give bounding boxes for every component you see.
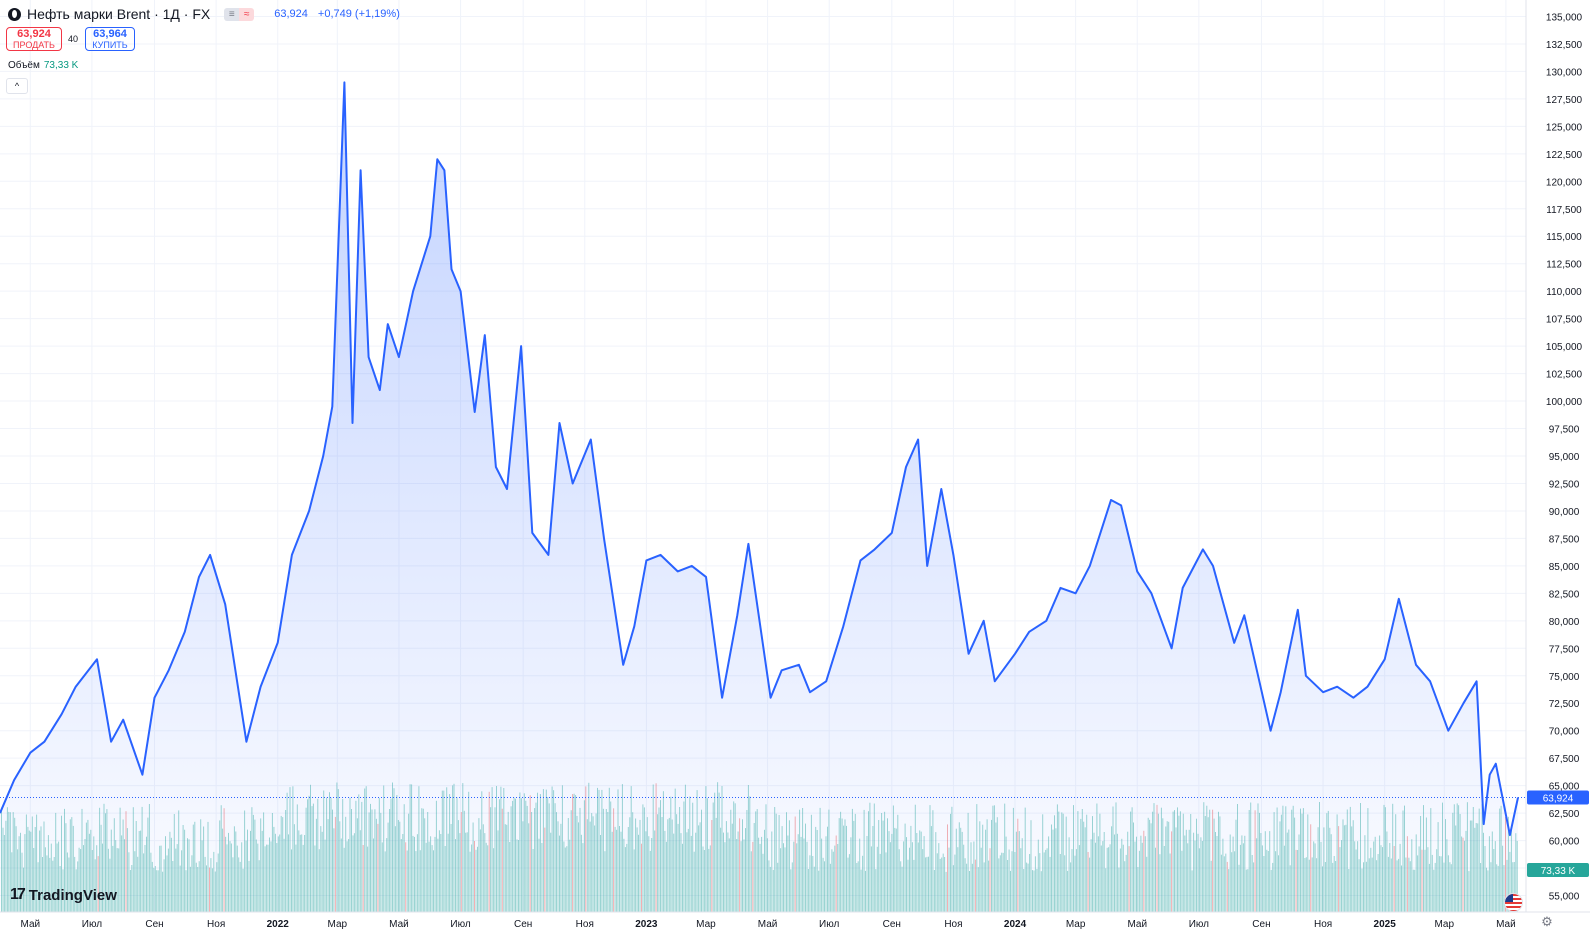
y-tick-label: 102,500 bbox=[1546, 370, 1583, 381]
y-tick-label: 95,000 bbox=[1549, 452, 1580, 463]
status-flags: ≡ ≈ bbox=[224, 7, 255, 21]
x-tick-label: Ноя bbox=[944, 919, 962, 930]
price-change: +0,749 (+1,19%) bbox=[317, 8, 400, 20]
x-tick-label: Мар bbox=[1066, 919, 1086, 930]
x-tick-label: Май bbox=[389, 919, 409, 930]
y-tick-label: 55,000 bbox=[1549, 892, 1580, 903]
volume-badge: 73,33 K bbox=[1541, 866, 1576, 877]
volume-value: 73,33 K bbox=[43, 60, 79, 71]
buy-button[interactable]: 63,964 КУПИТЬ bbox=[85, 27, 135, 51]
y-tick-label: 60,000 bbox=[1549, 837, 1580, 848]
y-tick-label: 97,500 bbox=[1549, 425, 1580, 436]
market-status-badge[interactable]: ≡ bbox=[224, 7, 240, 21]
y-tick-label: 127,500 bbox=[1546, 95, 1583, 106]
x-tick-label: Сен bbox=[883, 919, 901, 930]
y-tick-label: 120,000 bbox=[1546, 177, 1583, 188]
y-tick-label: 125,000 bbox=[1546, 122, 1583, 133]
x-tick-label: Июл bbox=[1189, 919, 1209, 930]
last-price-badge-bg bbox=[1527, 790, 1589, 805]
x-tick-label: Май bbox=[758, 919, 778, 930]
y-tick-label: 130,000 bbox=[1546, 67, 1583, 78]
y-tick-label: 67,500 bbox=[1549, 754, 1580, 765]
x-tick-label: Мар bbox=[696, 919, 716, 930]
y-tick-label: 90,000 bbox=[1549, 507, 1580, 518]
y-tick-label: 70,000 bbox=[1549, 727, 1580, 738]
chart-legend-header: Нефть марки Brent · 1Д · FX ≡ ≈ 63,924 +… bbox=[8, 5, 400, 23]
instrument-title[interactable]: Нефть марки Brent · 1Д · FX bbox=[27, 6, 211, 22]
x-tick-label: Июл bbox=[450, 919, 470, 930]
y-tick-label: 75,000 bbox=[1549, 672, 1580, 683]
x-tick-label: 2025 bbox=[1374, 919, 1397, 930]
y-tick-label: 65,000 bbox=[1549, 782, 1580, 793]
y-tick-label: 117,500 bbox=[1546, 205, 1582, 216]
sell-price: 63,924 bbox=[17, 28, 51, 40]
y-tick-label: 80,000 bbox=[1549, 617, 1580, 628]
x-tick-label: 2024 bbox=[1004, 919, 1027, 930]
x-tick-label: Сен bbox=[145, 919, 163, 930]
y-tick-label: 135,000 bbox=[1546, 12, 1583, 23]
x-tick-label: 2023 bbox=[635, 919, 658, 930]
y-tick-label: 115,000 bbox=[1546, 232, 1582, 243]
y-tick-label: 110,000 bbox=[1546, 287, 1582, 298]
y-tick-label: 107,500 bbox=[1546, 315, 1583, 326]
x-tick-label: Сен bbox=[514, 919, 532, 930]
y-tick-label: 77,500 bbox=[1549, 644, 1580, 655]
volume-label: Объём bbox=[8, 60, 40, 71]
volume-badge-bg bbox=[1527, 863, 1589, 877]
price-axis[interactable]: 135,000 132,500 130,000 127,500 125,000 122,5… bbox=[1525, 0, 1590, 945]
sell-button[interactable]: 63,924 ПРОДАТЬ bbox=[6, 27, 62, 51]
volume-legend[interactable]: Объём 73,33 K bbox=[8, 60, 78, 71]
x-tick-label: Июл bbox=[82, 919, 102, 930]
y-tick-label: 100,000 bbox=[1546, 397, 1583, 408]
y-tick-label: 85,000 bbox=[1549, 562, 1580, 573]
x-tick-label: Май bbox=[1127, 919, 1147, 930]
tradingview-mark-icon: 17 bbox=[10, 886, 26, 903]
y-tick-label: 92,500 bbox=[1549, 479, 1580, 490]
price-axis-bg bbox=[1526, 0, 1590, 945]
last-price: 63,924 bbox=[274, 8, 308, 20]
buy-price: 63,964 bbox=[93, 28, 127, 40]
y-tick-label: 105,000 bbox=[1546, 342, 1583, 353]
y-tick-label: 122,500 bbox=[1546, 150, 1583, 161]
spread-value: 40 bbox=[68, 34, 79, 44]
last-price-badge: 63,924 bbox=[1543, 793, 1574, 804]
x-tick-label: 2022 bbox=[267, 919, 290, 930]
time-axis[interactable]: Май Июл Сен Ноя 2022 Мар Май Июл Сен Ноя 2023 Мар Ма… bbox=[0, 911, 1590, 930]
x-tick-label: Ноя bbox=[576, 919, 594, 930]
collapse-icon[interactable]: ^ bbox=[6, 78, 28, 94]
x-tick-label: Ноя bbox=[207, 919, 225, 930]
delayed-data-badge[interactable]: ≈ bbox=[239, 7, 255, 21]
x-tick-label: Мар bbox=[1434, 919, 1454, 930]
x-tick-label: Сен bbox=[1252, 919, 1270, 930]
x-tick-label: Июл bbox=[819, 919, 839, 930]
instrument-logo-icon bbox=[8, 7, 21, 21]
tradingview-logo[interactable]: 17 TradingView bbox=[10, 886, 117, 904]
x-tick-label: Май bbox=[21, 919, 41, 930]
y-tick-label: 62,500 bbox=[1549, 809, 1580, 820]
y-tick-label: 132,500 bbox=[1546, 40, 1583, 51]
y-tick-label: 112,500 bbox=[1546, 260, 1582, 271]
axis-badges: 63,924 73,33 K bbox=[1527, 790, 1589, 877]
y-tick-label: 82,500 bbox=[1549, 589, 1580, 600]
us-flag-icon[interactable] bbox=[1504, 893, 1523, 912]
price-series-line bbox=[0, 81, 1519, 837]
settings-icon[interactable]: ⚙ bbox=[1541, 914, 1553, 929]
buy-label: КУПИТЬ bbox=[92, 40, 128, 50]
x-tick-label: Ноя bbox=[1314, 919, 1332, 930]
x-tick-label: Май bbox=[1496, 919, 1516, 930]
price-area-fill bbox=[0, 82, 1518, 912]
x-tick-label: Мар bbox=[328, 919, 348, 930]
y-tick-label: 87,500 bbox=[1549, 534, 1580, 545]
tradingview-wordmark: TradingView bbox=[28, 886, 117, 904]
y-tick-label: 72,500 bbox=[1549, 699, 1580, 710]
sell-label: ПРОДАТЬ bbox=[13, 40, 55, 50]
